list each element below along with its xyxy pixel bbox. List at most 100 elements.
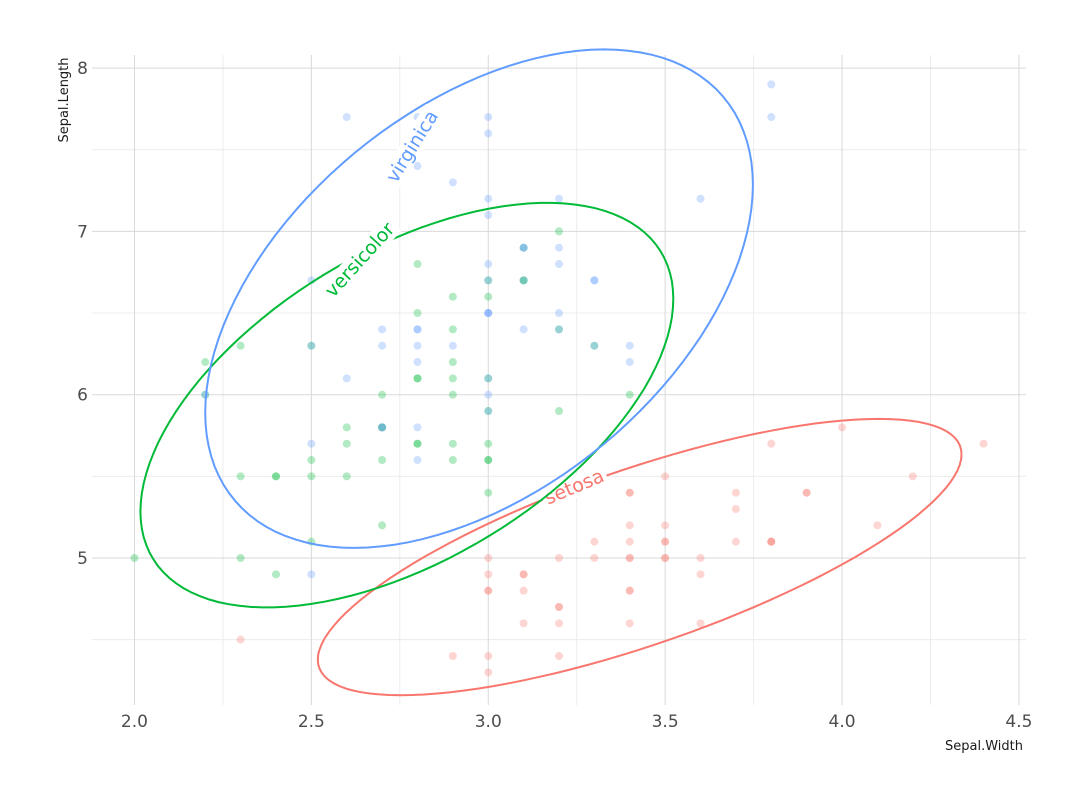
versicolor-point (555, 227, 563, 236)
versicolor-point (413, 439, 422, 448)
versicolor-point (448, 325, 457, 334)
versicolor-ellipse-label: versicolor (321, 218, 400, 302)
setosa-point (696, 570, 705, 579)
versicolor-point (236, 341, 245, 350)
setosa-point (448, 652, 457, 661)
versicolor-point (484, 456, 493, 465)
virginica-ellipse-label: virginica (382, 106, 443, 186)
versicolor-point (413, 374, 422, 383)
virginica-point (448, 341, 457, 350)
virginica-point (590, 341, 599, 350)
setosa-point (484, 570, 493, 579)
setosa-point (802, 488, 811, 497)
versicolor-point (484, 276, 493, 285)
versicolor-point (378, 456, 387, 465)
setosa-point (731, 488, 740, 497)
versicolor-point (378, 390, 387, 399)
setosa-point (625, 488, 634, 497)
virginica-point (519, 325, 528, 334)
virginica-point (307, 341, 316, 350)
versicolor-point (378, 423, 387, 432)
versicolor-point (307, 472, 316, 481)
y-axis-tick-labels: 5 6 7 8 (77, 59, 88, 569)
virginica-point (484, 260, 493, 269)
versicolor-point (342, 472, 351, 481)
virginica-point (555, 325, 563, 334)
setosa-label-backing (538, 463, 611, 511)
x-axis-title: Sepal.Width (945, 739, 1023, 754)
virginica-point (413, 162, 422, 171)
versicolor-point (519, 276, 528, 285)
setosa-point (555, 652, 563, 661)
setosa-point (555, 603, 563, 612)
setosa-point (767, 537, 776, 546)
versicolor-point (448, 374, 457, 383)
virginica-point (484, 374, 493, 383)
setosa-point (484, 586, 493, 595)
virginica-point (307, 439, 316, 448)
y-tick-label: 5 (77, 549, 88, 569)
x-tick-label: 4.5 (1005, 712, 1032, 732)
setosa-point (555, 619, 563, 628)
x-tick-label: 3.5 (652, 712, 679, 732)
versicolor-point (519, 276, 528, 285)
major-gridlines (92, 55, 1026, 705)
virginica-point (767, 80, 776, 89)
virginica-point (378, 423, 387, 432)
versicolor-point (413, 439, 422, 448)
versicolor-point (448, 390, 457, 399)
setosa-point (661, 472, 670, 481)
versicolor-point (342, 439, 351, 448)
virginica-point (625, 341, 634, 350)
virginica-point (625, 358, 634, 367)
versicolor-point (236, 554, 245, 563)
setosa-point (802, 488, 811, 497)
setosa-point (661, 554, 670, 563)
setosa-point (625, 619, 634, 628)
versicolor-point (519, 243, 528, 252)
setosa-point (519, 586, 528, 595)
versicolor-point (413, 309, 422, 318)
x-tick-label: 3.0 (475, 712, 502, 732)
virginica-point (484, 194, 493, 203)
setosa-point (236, 635, 245, 644)
versicolor-ellipse (139, 201, 675, 609)
versicolor-point (590, 341, 599, 350)
versicolor-point (448, 358, 457, 367)
setosa-point (661, 537, 670, 546)
virginica-point (378, 325, 387, 334)
setosa-point (519, 570, 528, 579)
versicolor-point (484, 374, 493, 383)
setosa-point (625, 554, 634, 563)
y-axis-title: Sepal.Length (57, 57, 72, 142)
x-tick-label: 2.0 (121, 712, 148, 732)
setosa-point (908, 472, 917, 481)
virginica-point (413, 341, 422, 350)
versicolor-point (555, 325, 563, 334)
setosa-point (555, 554, 563, 563)
setosa-point (731, 505, 740, 514)
versicolor-point (271, 570, 280, 579)
virginica-point (484, 113, 493, 122)
virginica-point (767, 113, 776, 122)
x-tick-label: 4.0 (829, 712, 856, 732)
virginica-point (413, 325, 422, 334)
virginica-ellipse (204, 48, 754, 549)
versicolor-point (448, 456, 457, 465)
virginica-point (555, 309, 563, 318)
virginica-point (519, 243, 528, 252)
x-axis-tick-labels: 2.0 2.5 3.0 3.5 4.0 4.5 (121, 712, 1033, 732)
setosa-point (590, 537, 599, 546)
versicolor-point (378, 521, 387, 530)
virginica-point (413, 358, 422, 367)
virginica-point (413, 325, 422, 334)
setosa-point (484, 554, 493, 563)
setosa-point (625, 521, 634, 530)
setosa-point (661, 554, 670, 563)
versicolor-point (555, 407, 563, 416)
virginica-point (484, 309, 493, 318)
setosa-point (519, 570, 528, 579)
versicolor-point (307, 456, 316, 465)
virginica-point (378, 341, 387, 350)
versicolor-point (271, 472, 280, 481)
